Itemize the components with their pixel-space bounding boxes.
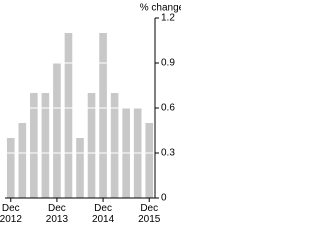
x-tick-label: Dec 2015 (138, 203, 161, 225)
x-tick-label: Dec 2013 (45, 203, 69, 225)
y-tick-label: 0 (161, 193, 167, 204)
y-tick-label: 0.9 (161, 58, 175, 69)
bar (76, 138, 84, 198)
bar (87, 93, 96, 198)
bar (41, 93, 50, 198)
bar (145, 123, 154, 198)
bar (30, 93, 38, 198)
chart: % change 0 0.3 0.6 0.9 1.2 Dec 2012 Dec 2013 D… (0, 3, 181, 225)
x-tick-label: Dec 2014 (91, 203, 115, 225)
y-tick-label: 1.2 (161, 13, 175, 24)
y-tick-label: 0.3 (161, 148, 175, 159)
y-axis-label: % change (140, 3, 181, 14)
x-tick-label: Dec 2012 (0, 203, 22, 225)
bar (110, 93, 119, 198)
bar (64, 33, 73, 198)
bar (99, 33, 107, 198)
bar (6, 138, 15, 198)
y-tick-label: 0.6 (161, 103, 175, 114)
chart-svg: % change 0 0.3 0.6 0.9 1.2 (5, 3, 181, 204)
bar (18, 123, 27, 198)
bar (53, 63, 61, 198)
